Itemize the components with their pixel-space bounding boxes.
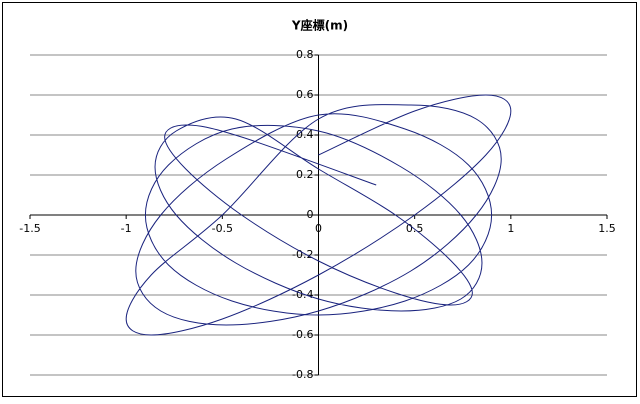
x-tick-label: -0.5 bbox=[212, 222, 233, 235]
chart-border bbox=[2, 2, 637, 397]
x-tick-label: 0 bbox=[315, 222, 322, 235]
y-tick-label: -0.8 bbox=[292, 368, 313, 381]
x-tick-label: -1.5 bbox=[19, 222, 40, 235]
y-tick-label: -0.2 bbox=[292, 248, 313, 261]
y-tick-label: -0.6 bbox=[292, 328, 313, 341]
chart-title: Y座標(m) bbox=[291, 18, 348, 33]
y-tick-label: 0.8 bbox=[296, 48, 314, 61]
y-tick-label: 0.6 bbox=[296, 88, 314, 101]
data-line bbox=[125, 94, 512, 336]
y-tick-label: 0.4 bbox=[296, 128, 314, 141]
x-tick-label: 1.5 bbox=[598, 222, 616, 235]
y-tick-label: 0.2 bbox=[296, 168, 314, 181]
x-tick-label: 1 bbox=[507, 222, 514, 235]
x-tick-label: -1 bbox=[121, 222, 132, 235]
